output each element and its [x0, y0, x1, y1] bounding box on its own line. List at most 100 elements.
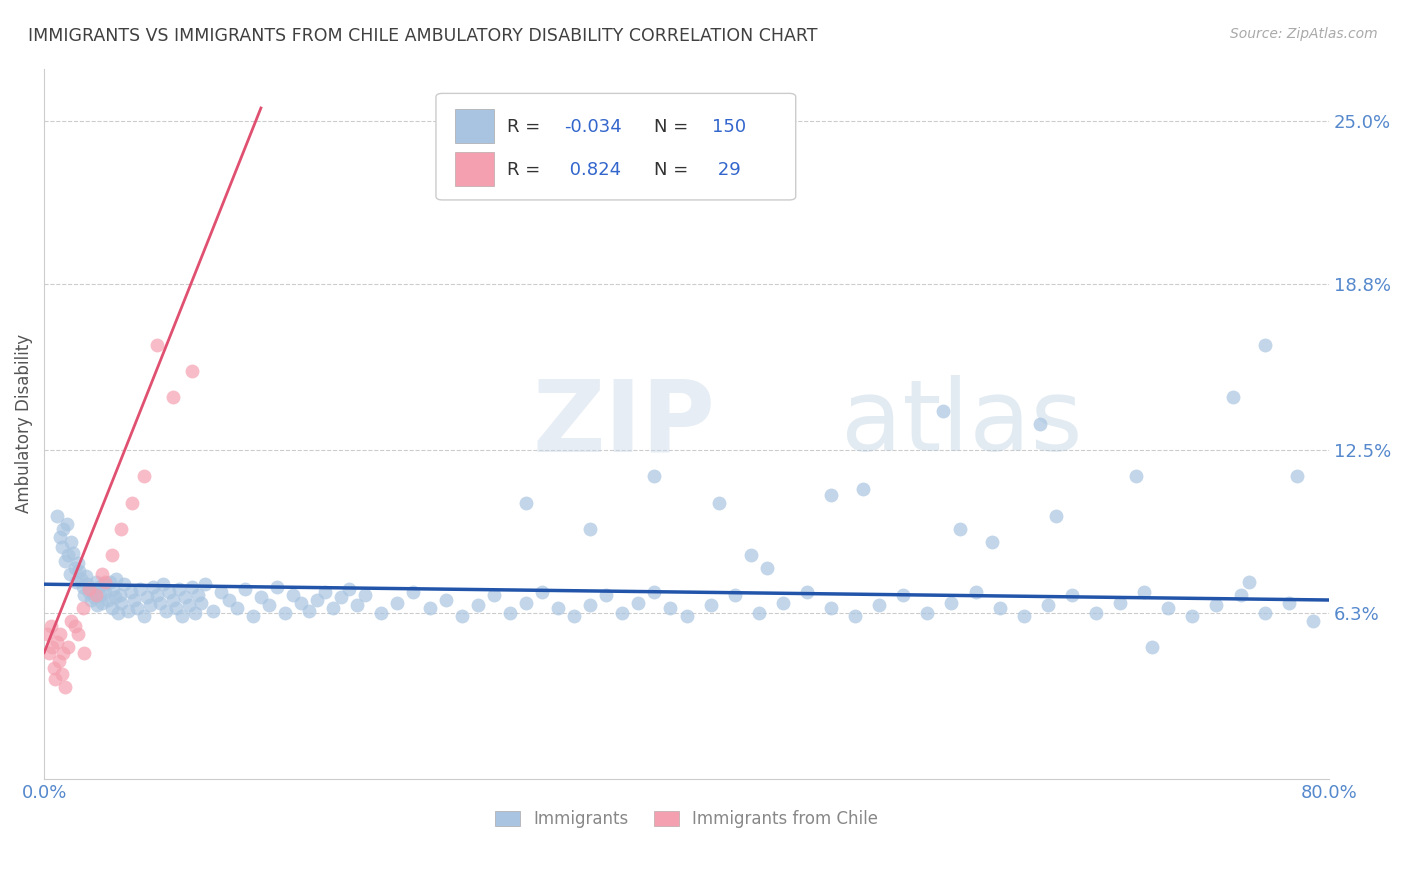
Point [1237, 574, 1260, 589]
Point [515, 496, 537, 510]
Point [387, 596, 409, 610]
Point [59, 566, 82, 581]
Point [1109, 596, 1132, 610]
Point [117, 603, 139, 617]
Point [77, 585, 100, 599]
FancyBboxPatch shape [436, 94, 796, 200]
Point [1125, 469, 1147, 483]
Point [298, 603, 321, 617]
Point [467, 599, 489, 613]
Point [1133, 585, 1156, 599]
Point [891, 588, 914, 602]
Point [187, 588, 209, 602]
FancyBboxPatch shape [456, 152, 494, 186]
Point [450, 608, 472, 623]
Point [1302, 614, 1324, 628]
Point [60, 614, 83, 628]
Text: 150: 150 [713, 119, 747, 136]
Point [139, 599, 162, 613]
Point [145, 338, 167, 352]
Point [90, 566, 112, 581]
Point [184, 606, 207, 620]
Point [917, 606, 939, 620]
Point [55, 516, 77, 531]
Point [66, 556, 89, 570]
Point [643, 585, 665, 599]
Point [434, 593, 457, 607]
Point [1253, 606, 1275, 620]
Point [72, 580, 94, 594]
Point [94, 585, 117, 599]
Point [250, 591, 273, 605]
Point [402, 585, 425, 599]
Point [1205, 599, 1227, 613]
Point [86, 599, 108, 613]
Point [149, 596, 172, 610]
Point [174, 591, 197, 605]
Point [66, 627, 89, 641]
Point [72, 600, 94, 615]
Point [46, 508, 69, 523]
Point [419, 600, 441, 615]
Point [932, 403, 955, 417]
Point [49, 530, 72, 544]
Point [337, 582, 360, 597]
Point [748, 606, 770, 620]
Point [48, 653, 70, 667]
Point [53, 553, 76, 567]
Point [643, 469, 665, 483]
FancyBboxPatch shape [456, 109, 494, 143]
Point [209, 585, 232, 599]
Point [346, 599, 368, 613]
Point [167, 582, 190, 597]
Point [51, 541, 73, 555]
Point [530, 585, 553, 599]
Point [579, 522, 602, 536]
Point [1060, 588, 1083, 602]
Point [38, 646, 60, 660]
Point [84, 588, 107, 602]
Point [104, 591, 127, 605]
Point [58, 549, 80, 563]
Point [724, 588, 747, 602]
Point [90, 596, 112, 610]
Point [659, 600, 682, 615]
Point [1142, 640, 1164, 655]
Point [595, 588, 617, 602]
Text: N =: N = [654, 161, 689, 179]
Point [562, 608, 585, 623]
Point [145, 588, 167, 602]
Point [370, 606, 392, 620]
Point [84, 574, 107, 589]
Point [132, 469, 155, 483]
Point [41, 640, 63, 655]
Point [820, 600, 842, 615]
Point [75, 569, 97, 583]
Point [98, 574, 121, 589]
Point [132, 608, 155, 623]
Point [1045, 508, 1067, 523]
Point [547, 600, 569, 615]
Point [1036, 599, 1059, 613]
Text: atlas: atlas [841, 376, 1083, 472]
Point [39, 619, 62, 633]
Point [177, 599, 200, 613]
Point [108, 588, 131, 602]
Point [129, 582, 152, 597]
Point [740, 549, 762, 563]
Point [201, 603, 224, 617]
Text: Source: ZipAtlas.com: Source: ZipAtlas.com [1230, 27, 1378, 41]
Point [157, 585, 180, 599]
Text: 29: 29 [713, 161, 741, 179]
Point [69, 564, 91, 578]
Point [612, 606, 634, 620]
Point [87, 580, 110, 594]
Point [63, 619, 86, 633]
Point [844, 608, 866, 623]
Point [107, 606, 129, 620]
Point [97, 593, 120, 607]
Point [162, 593, 184, 607]
Point [965, 585, 987, 599]
Point [1229, 588, 1251, 602]
Point [152, 577, 174, 591]
